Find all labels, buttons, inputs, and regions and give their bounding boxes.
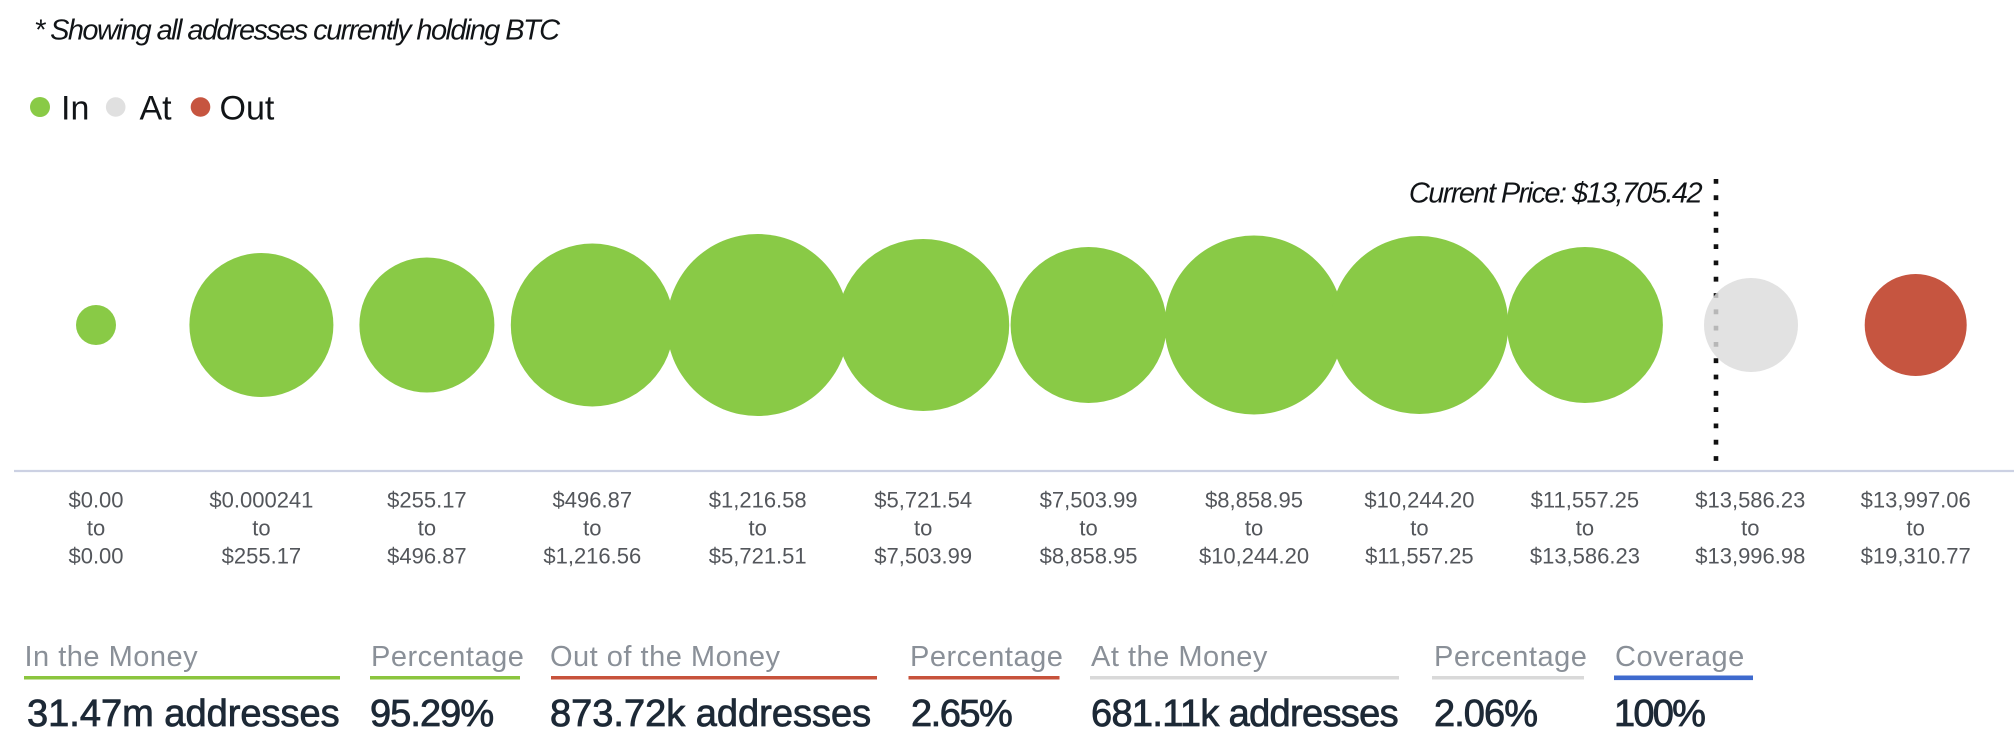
svg-text:$8,858.95: $8,858.95 xyxy=(1205,488,1303,513)
svg-text:$11,557.25: $11,557.25 xyxy=(1365,544,1473,569)
svg-text:to: to xyxy=(914,516,932,541)
svg-text:$496.87: $496.87 xyxy=(387,544,467,569)
svg-text:100%: 100% xyxy=(1614,693,1705,735)
svg-text:to: to xyxy=(1907,516,1925,541)
svg-text:$13,997.06: $13,997.06 xyxy=(1861,488,1971,513)
svg-text:2.65%: 2.65% xyxy=(911,693,1012,735)
svg-text:At the Money: At the Money xyxy=(1091,641,1268,673)
svg-text:$11,557.25: $11,557.25 xyxy=(1531,488,1639,513)
svg-text:to: to xyxy=(87,516,105,541)
svg-text:$13,586.23: $13,586.23 xyxy=(1695,488,1805,513)
svg-text:$1,216.58: $1,216.58 xyxy=(709,488,807,513)
svg-text:to: to xyxy=(1576,516,1594,541)
svg-text:to: to xyxy=(252,516,270,541)
svg-text:$8,858.95: $8,858.95 xyxy=(1040,544,1138,569)
svg-text:$10,244.20: $10,244.20 xyxy=(1199,544,1309,569)
svg-text:$7,503.99: $7,503.99 xyxy=(874,544,972,569)
svg-text:$255.17: $255.17 xyxy=(387,488,467,513)
svg-text:$0.00: $0.00 xyxy=(68,544,123,569)
svg-text:At: At xyxy=(140,90,173,128)
svg-text:to: to xyxy=(1245,516,1263,541)
svg-text:to: to xyxy=(1741,516,1759,541)
svg-text:681.11k addresses: 681.11k addresses xyxy=(1091,693,1398,735)
svg-text:$5,721.51: $5,721.51 xyxy=(709,544,807,569)
svg-text:$255.17: $255.17 xyxy=(222,544,302,569)
svg-text:to: to xyxy=(418,516,436,541)
svg-text:Percentage: Percentage xyxy=(371,641,524,673)
svg-text:$1,216.56: $1,216.56 xyxy=(543,544,641,569)
svg-text:$5,721.54: $5,721.54 xyxy=(874,488,972,513)
svg-text:* Showing all addresses curren: * Showing all addresses currently holdin… xyxy=(34,15,561,47)
svg-text:$13,586.23: $13,586.23 xyxy=(1530,544,1640,569)
svg-text:$0.00: $0.00 xyxy=(68,488,123,513)
svg-text:Out of the Money: Out of the Money xyxy=(550,641,780,673)
svg-text:Current Price: $13,705.42: Current Price: $13,705.42 xyxy=(1409,178,1703,210)
svg-text:873.72k addresses: 873.72k addresses xyxy=(550,693,871,735)
svg-text:$13,996.98: $13,996.98 xyxy=(1695,544,1805,569)
svg-text:95.29%: 95.29% xyxy=(370,693,493,735)
svg-text:$19,310.77: $19,310.77 xyxy=(1861,544,1971,569)
svg-text:to: to xyxy=(1410,516,1428,541)
svg-text:to: to xyxy=(1079,516,1097,541)
svg-text:$10,244.20: $10,244.20 xyxy=(1364,488,1474,513)
svg-text:Coverage: Coverage xyxy=(1615,641,1745,673)
svg-text:$496.87: $496.87 xyxy=(553,488,633,513)
svg-text:In the Money: In the Money xyxy=(25,641,199,673)
svg-text:31.47m addresses: 31.47m addresses xyxy=(27,693,340,735)
svg-text:to: to xyxy=(583,516,601,541)
svg-text:Out: Out xyxy=(220,90,275,128)
svg-text:$7,503.99: $7,503.99 xyxy=(1040,488,1138,513)
svg-text:Percentage: Percentage xyxy=(910,641,1063,673)
svg-text:2.06%: 2.06% xyxy=(1434,693,1537,735)
svg-text:Percentage: Percentage xyxy=(1434,641,1587,673)
svg-text:to: to xyxy=(749,516,767,541)
svg-text:$0.000241: $0.000241 xyxy=(209,488,313,513)
svg-text:In: In xyxy=(61,90,89,128)
